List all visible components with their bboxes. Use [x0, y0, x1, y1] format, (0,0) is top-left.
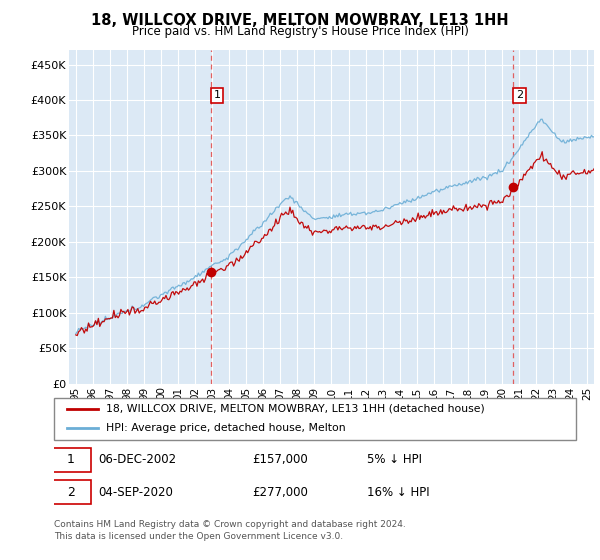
Text: 2: 2: [67, 486, 74, 498]
Text: 18, WILLCOX DRIVE, MELTON MOWBRAY, LE13 1HH: 18, WILLCOX DRIVE, MELTON MOWBRAY, LE13 …: [91, 13, 509, 28]
FancyBboxPatch shape: [52, 480, 91, 505]
FancyBboxPatch shape: [52, 447, 91, 472]
Text: 16% ↓ HPI: 16% ↓ HPI: [367, 486, 430, 498]
Text: HPI: Average price, detached house, Melton: HPI: Average price, detached house, Melt…: [106, 423, 346, 433]
Text: 18, WILLCOX DRIVE, MELTON MOWBRAY, LE13 1HH (detached house): 18, WILLCOX DRIVE, MELTON MOWBRAY, LE13 …: [106, 404, 485, 414]
Text: 1: 1: [214, 90, 220, 100]
Text: Contains HM Land Registry data © Crown copyright and database right 2024.: Contains HM Land Registry data © Crown c…: [54, 520, 406, 529]
Text: £157,000: £157,000: [253, 454, 308, 466]
Text: This data is licensed under the Open Government Licence v3.0.: This data is licensed under the Open Gov…: [54, 532, 343, 541]
Text: 06-DEC-2002: 06-DEC-2002: [98, 454, 176, 466]
Text: 1: 1: [67, 454, 74, 466]
Text: Price paid vs. HM Land Registry's House Price Index (HPI): Price paid vs. HM Land Registry's House …: [131, 25, 469, 38]
FancyBboxPatch shape: [54, 398, 576, 440]
Text: 04-SEP-2020: 04-SEP-2020: [98, 486, 173, 498]
Text: 2: 2: [516, 90, 523, 100]
Text: £277,000: £277,000: [253, 486, 308, 498]
Text: 5% ↓ HPI: 5% ↓ HPI: [367, 454, 422, 466]
